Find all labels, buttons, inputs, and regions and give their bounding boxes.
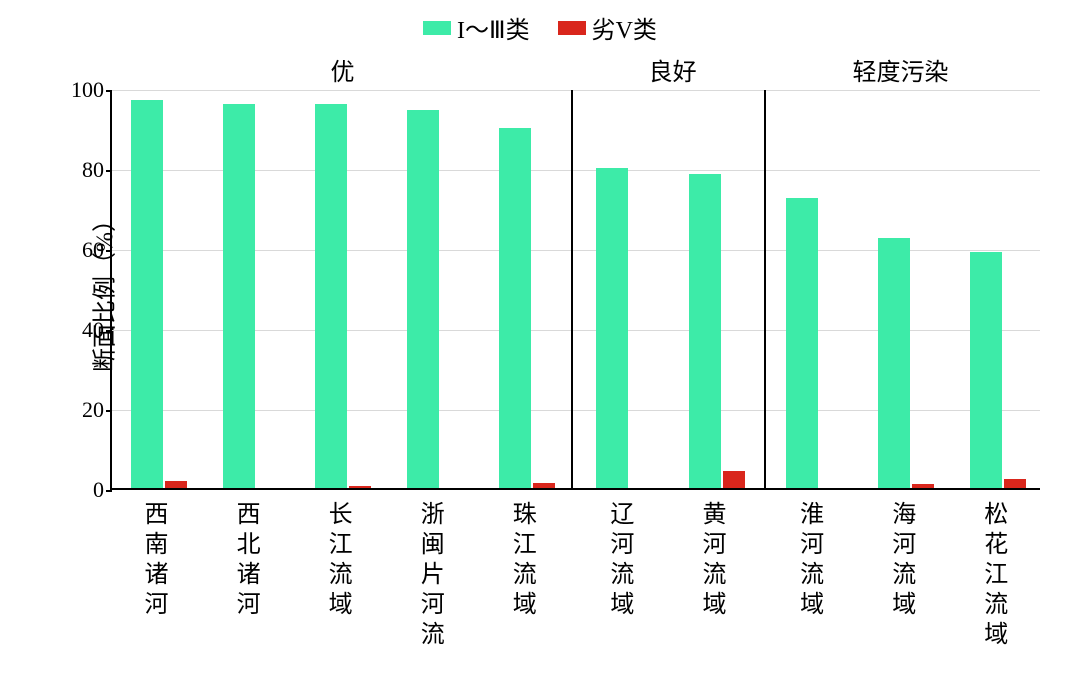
ytick-label: 80 <box>82 157 104 183</box>
ytick-label: 20 <box>82 397 104 423</box>
legend-label-good: I～Ⅲ类 <box>457 10 530 45</box>
x-tick-label: 西北诸河 <box>237 500 261 620</box>
legend-swatch-good <box>423 21 451 35</box>
bar-good <box>223 104 255 488</box>
bar-group <box>223 104 279 488</box>
bar-group <box>786 198 842 488</box>
bar-good <box>786 198 818 488</box>
bar-bad <box>912 484 934 488</box>
section-header: 良好 <box>649 52 697 87</box>
x-tick-label: 淮河流域 <box>800 500 824 620</box>
x-tick-label: 珠江流域 <box>513 500 537 620</box>
legend-item-bad: 劣V类 <box>558 10 657 45</box>
bar-bad <box>165 481 187 488</box>
section-header: 轻度污染 <box>853 52 949 87</box>
ytick-mark <box>106 490 112 492</box>
legend-label-bad: 劣V类 <box>592 10 657 45</box>
bar-bad <box>723 471 745 488</box>
x-tick-label: 黄河流域 <box>703 500 727 620</box>
bar-group <box>499 128 555 488</box>
bar-group <box>878 238 934 488</box>
ytick-label: 60 <box>82 237 104 263</box>
bar-group <box>689 174 745 488</box>
ytick-label: 0 <box>93 477 104 503</box>
bar-bad <box>533 483 555 488</box>
bar-bad <box>349 486 371 488</box>
bar-good <box>970 252 1002 488</box>
ytick-label: 100 <box>71 77 104 103</box>
bar-group <box>315 104 371 488</box>
x-tick-label: 松花江流域 <box>984 500 1008 650</box>
bar-good <box>499 128 531 488</box>
x-tick-label: 浙闽片河流 <box>421 500 445 650</box>
legend-swatch-bad <box>558 21 586 35</box>
water-quality-bar-chart: I～Ⅲ类 劣V类 断面比例（%） 020406080100 西南诸河西北诸河长江… <box>0 0 1080 689</box>
plot-area: 020406080100 <box>110 90 1040 490</box>
x-tick-label: 西南诸河 <box>145 500 169 620</box>
bar-group <box>596 168 652 488</box>
bar-good <box>131 100 163 488</box>
bar-good <box>689 174 721 488</box>
bar-group <box>131 100 187 488</box>
bar-group <box>970 252 1026 488</box>
legend-item-good: I～Ⅲ类 <box>423 10 530 45</box>
x-tick-label: 长江流域 <box>329 500 353 620</box>
x-tick-label: 海河流域 <box>892 500 916 620</box>
bar-bad <box>1004 479 1026 488</box>
section-header: 优 <box>331 52 355 87</box>
ytick-label: 40 <box>82 317 104 343</box>
bar-good <box>878 238 910 488</box>
bar-good <box>315 104 347 488</box>
bar-good <box>596 168 628 488</box>
x-tick-label: 辽河流域 <box>610 500 634 620</box>
legend: I～Ⅲ类 劣V类 <box>0 10 1080 45</box>
bar-group <box>407 110 463 488</box>
bar-good <box>407 110 439 488</box>
